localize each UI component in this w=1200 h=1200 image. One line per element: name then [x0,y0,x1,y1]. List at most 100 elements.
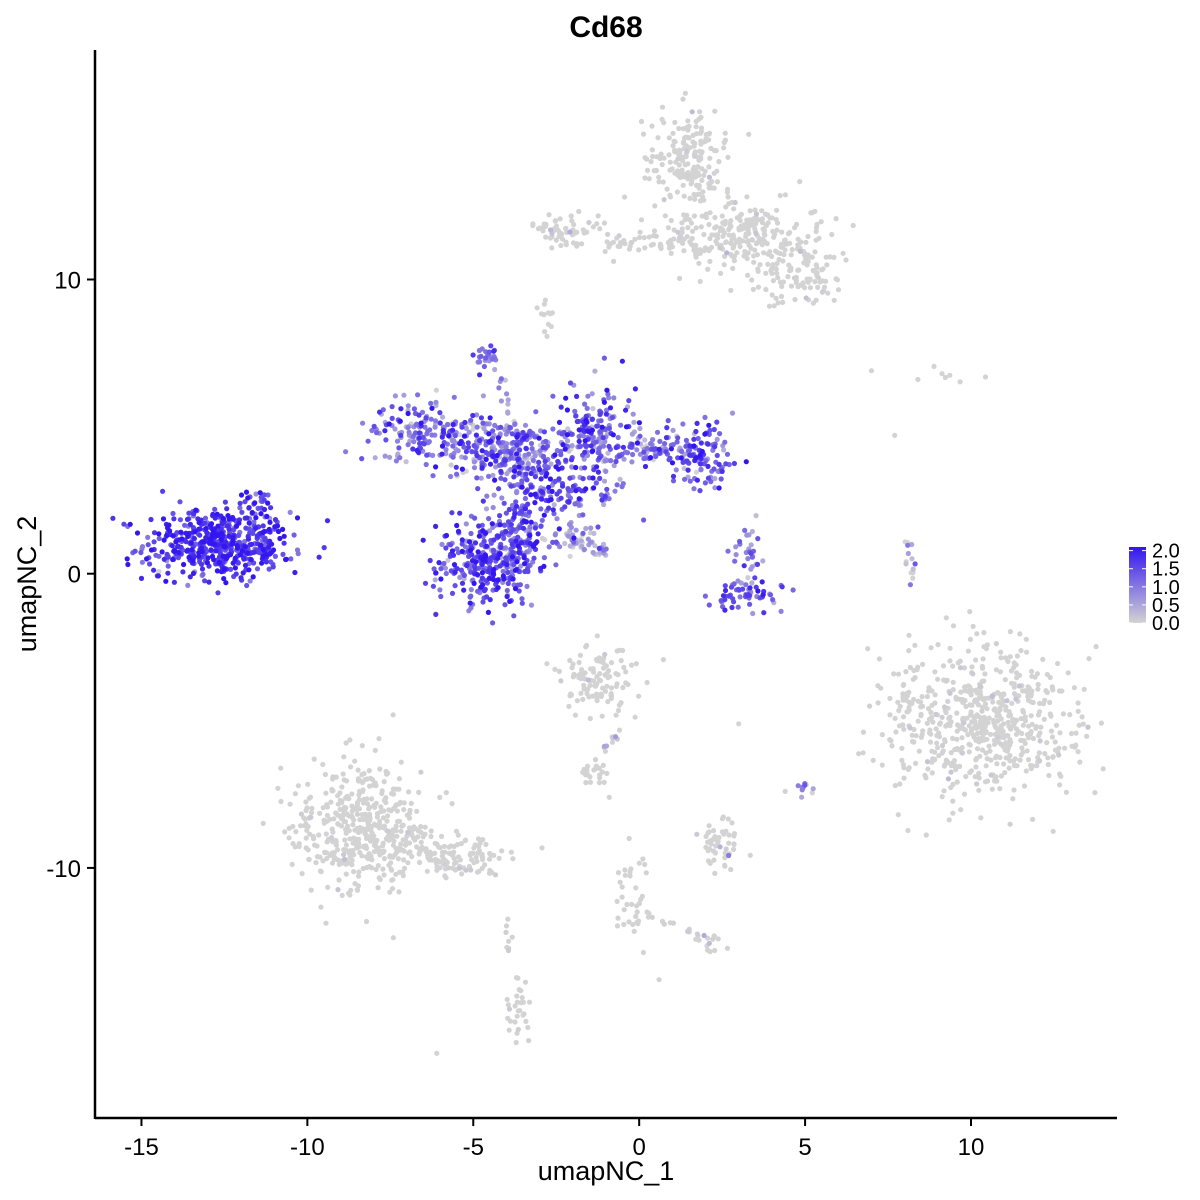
cell-point [474,424,480,430]
cell-point [249,509,255,516]
cell-point [661,120,667,126]
cell-point [560,483,566,489]
cell-point [569,218,575,224]
cell-point [749,528,756,535]
cell-point [491,852,497,859]
cell-point [519,600,525,606]
cell-point [443,545,449,551]
cell-point [740,586,746,592]
cell-point [553,223,560,229]
cell-point [1052,739,1058,745]
cell-point [429,432,435,438]
cell-point [892,715,898,722]
cell-point [1037,758,1043,764]
cell-point [636,860,642,866]
cell-point [706,221,712,228]
cell-point [986,743,992,749]
cell-point [570,661,576,667]
cell-point [773,295,779,301]
cell-point [662,441,668,447]
cell-point [684,212,690,218]
cell-point [997,786,1003,792]
cell-point [602,248,608,255]
cell-point [363,918,370,925]
cell-point [745,575,751,581]
cell-point [918,713,924,719]
cell-point [437,794,443,801]
cell-point [760,558,766,564]
cell-point [381,856,388,862]
cell-point [707,155,713,161]
cell-point [717,844,723,850]
cell-point [1007,821,1013,827]
cell-point [587,682,593,689]
cell-point [594,681,600,687]
cell-point [415,828,421,834]
cell-point [1040,656,1046,663]
cell-point [314,843,320,849]
cell-point [646,176,652,182]
cell-point [675,156,681,162]
cell-point [240,570,246,576]
cell-point [533,409,539,415]
cell-point [751,253,757,259]
cell-point [504,996,510,1003]
cell-point [343,871,349,877]
cell-point [525,1024,531,1031]
cell-point [473,559,479,565]
cell-point [403,459,409,465]
cell-point [187,521,193,527]
cell-point [698,141,704,147]
cell-point [582,449,588,455]
cell-point [238,492,245,498]
cell-point [156,569,162,575]
cell-point [736,721,742,727]
cell-point [995,710,1001,716]
cell-point [684,234,690,240]
cell-point [1018,716,1024,722]
cell-point [457,574,463,581]
cell-point [712,232,718,238]
cell-point [222,499,228,505]
cell-point [134,530,141,536]
cell-point [230,534,236,541]
cell-point [755,536,761,542]
cell-point [148,547,155,553]
cell-point [782,788,788,795]
cell-point [563,226,569,232]
cell-point [658,151,664,157]
cell-point [680,96,686,102]
cell-point [389,415,395,421]
cell-point [627,869,633,875]
cell-point [342,819,349,825]
cell-point [730,265,736,271]
cell-point [376,875,382,881]
cell-point [479,448,485,454]
cell-point [984,706,990,712]
cell-point [479,465,485,471]
cell-point [815,284,821,290]
cell-point [713,843,719,849]
cell-point [550,426,556,432]
cell-point [648,159,654,165]
cell-point [814,270,820,276]
cell-point [553,237,559,243]
cell-point [278,798,284,805]
cell-point [685,161,691,167]
cell-point [980,656,986,662]
cell-point [906,632,912,638]
cell-point [1056,745,1062,751]
cell-point [556,476,562,482]
cell-point [385,833,391,839]
cell-point [664,186,670,192]
cell-point [594,423,600,429]
cell-point [644,167,651,173]
cell-point [328,835,335,841]
cell-point [290,823,296,830]
cell-point [491,492,497,498]
cell-point [714,419,720,425]
cell-point [950,679,956,685]
y-tick-label: -10 [46,856,81,883]
cell-point [705,839,711,845]
cell-point [443,532,450,539]
